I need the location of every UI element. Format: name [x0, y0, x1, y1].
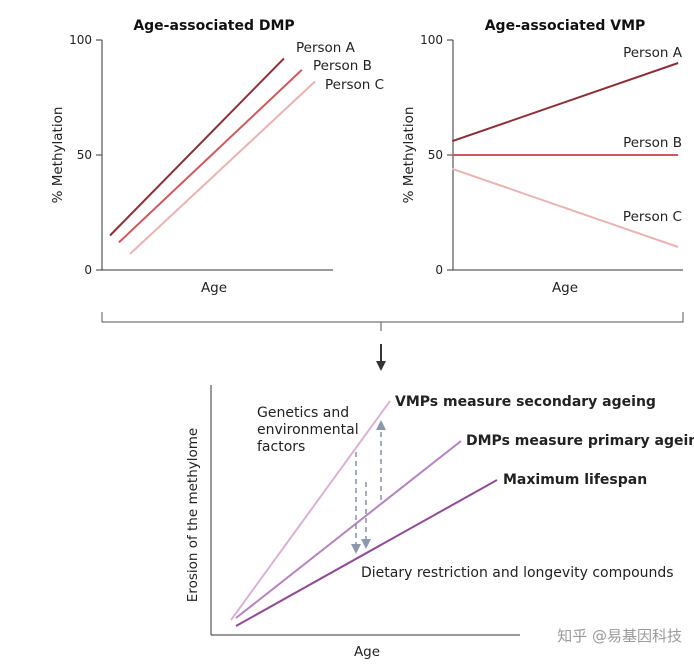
vmp-chart-title: Age-associated VMP: [485, 18, 646, 34]
lower-x-axis-label: Age: [354, 644, 380, 660]
genetics-label-line-2: environmental: [257, 422, 359, 438]
lower-diagram: Erosion of the methylome Age VMPs measur…: [185, 385, 694, 660]
dmp-primary-ageing-label: DMPs measure primary ageing: [466, 433, 694, 449]
vmp-line-person-c: [451, 167, 679, 248]
vmp-secondary-ageing-label: VMPs measure secondary ageing: [395, 394, 656, 410]
dmp-label-person-b: Person B: [313, 58, 372, 74]
dmp-tick-label-50: 50: [77, 148, 92, 162]
vmp-label-person-b: Person B: [623, 135, 682, 151]
dmp-line-person-c: [129, 80, 316, 255]
vmp-tick-label-50: 50: [428, 148, 443, 162]
vmp-tick-label-100: 100: [420, 33, 443, 47]
down-arrow-icon: [376, 344, 386, 371]
maximum-lifespan-line: [235, 479, 498, 627]
dmp-panel: Age-associated DMP 100 50 0 % Methylatio…: [50, 18, 384, 296]
vmp-tick-label-0: 0: [435, 263, 443, 277]
vmp-line-person-a: [451, 62, 679, 143]
dmp-line-person-b: [118, 69, 303, 244]
genetics-label-line-3: factors: [257, 439, 305, 455]
dmp-label-person-c: Person C: [325, 77, 384, 93]
vmp-x-axis-label: Age: [552, 280, 578, 296]
lower-y-axis-label: Erosion of the methylome: [185, 428, 201, 602]
genetics-label-line-1: Genetics and: [257, 405, 349, 421]
arrow-up-genetics: [376, 420, 386, 500]
vmp-series-group: [451, 62, 679, 248]
dmp-series-group: [109, 57, 316, 255]
dmp-line-person-a: [109, 57, 285, 237]
dmp-tick-label-0: 0: [84, 263, 92, 277]
dmp-chart-title: Age-associated DMP: [133, 18, 294, 34]
panel-bracket: [101, 312, 684, 331]
vmp-secondary-ageing-line: [230, 400, 391, 621]
arrow-down-dietary: [351, 452, 371, 554]
dmp-primary-ageing-line: [235, 440, 462, 619]
vmp-label-person-c: Person C: [623, 209, 682, 225]
vmp-y-axis-label: % Methylation: [401, 107, 417, 204]
dmp-label-person-a: Person A: [296, 40, 356, 56]
dmp-tick-label-100: 100: [69, 33, 92, 47]
dietary-restriction-label: Dietary restriction and longevity compou…: [361, 565, 674, 581]
vmp-label-person-a: Person A: [623, 45, 683, 61]
vmp-panel: Age-associated VMP 100 50 0 % Methylatio…: [401, 18, 683, 296]
dmp-y-axis-label: % Methylation: [50, 107, 66, 204]
maximum-lifespan-label: Maximum lifespan: [503, 472, 647, 488]
watermark: 知乎 @易基因科技: [557, 627, 682, 645]
dmp-x-axis-label: Age: [201, 280, 227, 296]
